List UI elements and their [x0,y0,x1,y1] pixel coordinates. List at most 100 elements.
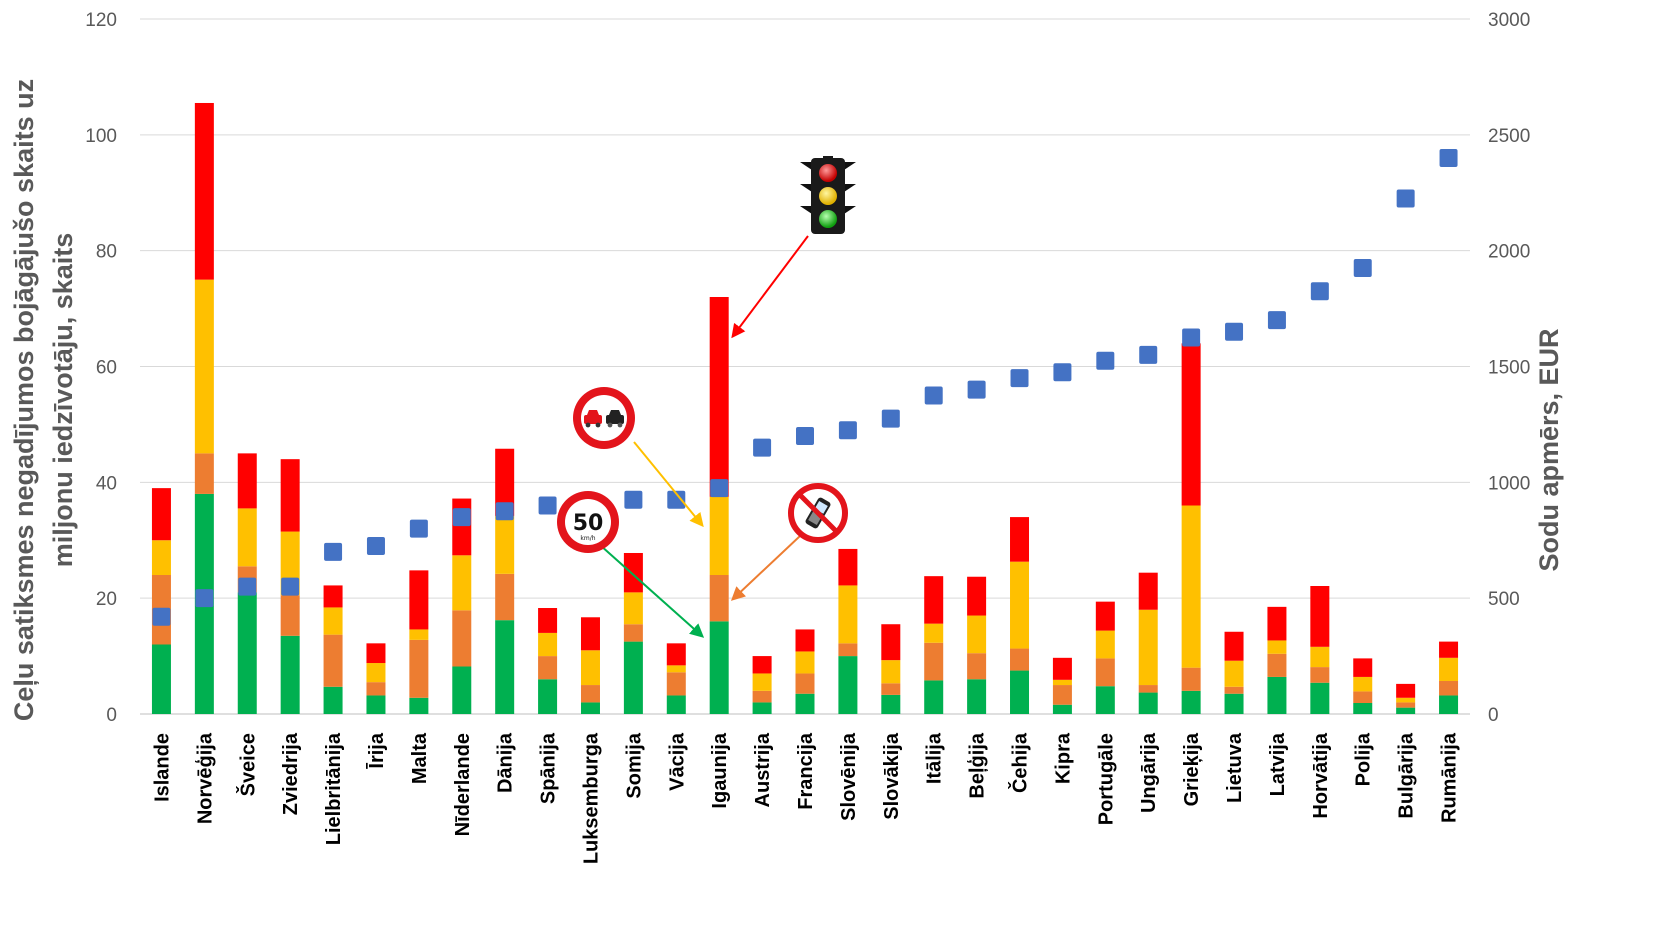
bar-segment [1310,586,1330,647]
y-tick-label: 80 [96,242,117,263]
fine-point [281,577,300,596]
bar-segment [323,607,343,635]
bar-segment [1095,686,1115,714]
bar-segment [237,592,257,714]
bar-segment [580,685,600,703]
bar-segment [409,639,429,698]
fine-point [838,421,857,440]
fine-point [195,589,214,608]
bar-segment [623,624,643,642]
bar-segment [752,656,772,674]
bar-segment [1353,691,1373,703]
bar-segment [1181,343,1201,506]
bar-segment [237,508,257,567]
fine-point [238,577,257,596]
bar-segment [409,697,429,714]
bar-segment [580,617,600,651]
bar-segment [495,620,515,714]
bar-segment [838,585,858,644]
y-tick-label: 120 [85,10,117,31]
bar-segment [752,673,772,691]
bar-segment [1224,693,1244,714]
fine-point [667,490,686,509]
bar-segment [1010,517,1030,562]
y-tick-label: 60 [96,358,117,379]
category-label: Nīderlande [452,733,474,836]
fine-point [1439,149,1458,167]
category-label: Luksemburga [580,732,602,864]
bar-segment [1396,707,1416,714]
fine-point [1353,259,1372,278]
fine-point [710,479,729,498]
bar-segment [881,694,901,714]
bar-segment [1267,640,1287,654]
bar-segment [495,573,515,621]
bar-segment [1353,702,1373,714]
y2-axis-title: Sodu apmērs, EUR [1534,328,1564,571]
bar-segment [409,570,429,630]
fine-point [324,542,343,561]
bar-segment [1095,630,1115,659]
category-label: Beļģija [967,732,989,798]
bar-segment [838,656,858,714]
category-label: Īrija [366,732,388,769]
y-tick-label: 40 [96,473,117,494]
category-label: Bulgārija [1396,732,1418,818]
fine-point [924,386,943,405]
fine-point [1010,369,1029,388]
category-label: Lietuva [1224,732,1246,803]
bar-segment [1396,702,1416,708]
bar-segment [1439,641,1459,658]
category-label: Slovākija [881,732,903,820]
category-label: Horvātija [1310,732,1332,818]
bar-segment [495,448,515,516]
y-tick-label: 20 [96,589,117,610]
bar-segment [1439,695,1459,714]
bar-segment [1052,657,1072,680]
bar-segment [1267,606,1287,641]
category-label: Francija [795,732,817,810]
fine-point [1053,363,1072,382]
bar-segment [194,279,214,454]
bar-segment [1353,676,1373,692]
y2-tick-label: 1500 [1488,358,1530,379]
bar-segment [452,555,472,611]
bar-segment [151,488,171,541]
bar-segment [366,643,386,664]
y2-tick-label: 0 [1488,705,1499,726]
category-label: Norvēģija [194,732,216,824]
y-axis-title-line2: miljonu iedzīvotāju, skaits [48,233,78,568]
category-label: Kipra [1052,732,1074,784]
category-label: Vācija [666,732,688,791]
bar-segment [967,653,987,680]
bar-segment [1267,676,1287,714]
bar-segment [795,673,815,694]
bar-segment [452,498,472,556]
category-label: Malta [409,732,431,784]
fine-point [967,380,986,399]
no-overtaking-sign-icon [573,387,635,449]
y2-tick-label: 3000 [1488,10,1530,31]
bar-segment [795,693,815,714]
bar-segment [666,643,686,666]
fine-point [409,519,428,538]
y2-tick-label: 2500 [1488,126,1530,147]
category-label: Igaunija [709,732,731,808]
category-label: Spānija [538,732,560,804]
bar-segment [1010,648,1030,671]
bar-segment [237,453,257,509]
bar-segment [623,552,643,593]
bar-segment [795,629,815,652]
bar-segment [752,702,772,714]
category-labels: Islande Norvēģija Šveice Zviedrija Lielbritā… [151,732,1460,864]
bar-segment [1095,658,1115,687]
bar-segment [1010,561,1030,649]
gridlines [140,18,1470,715]
fine-point [1225,322,1244,341]
bar-segment [1439,657,1459,681]
bar-segment [538,656,558,680]
bar-segment [366,663,386,683]
bar-segment [495,515,515,574]
y-tick-label: 0 [106,705,117,726]
